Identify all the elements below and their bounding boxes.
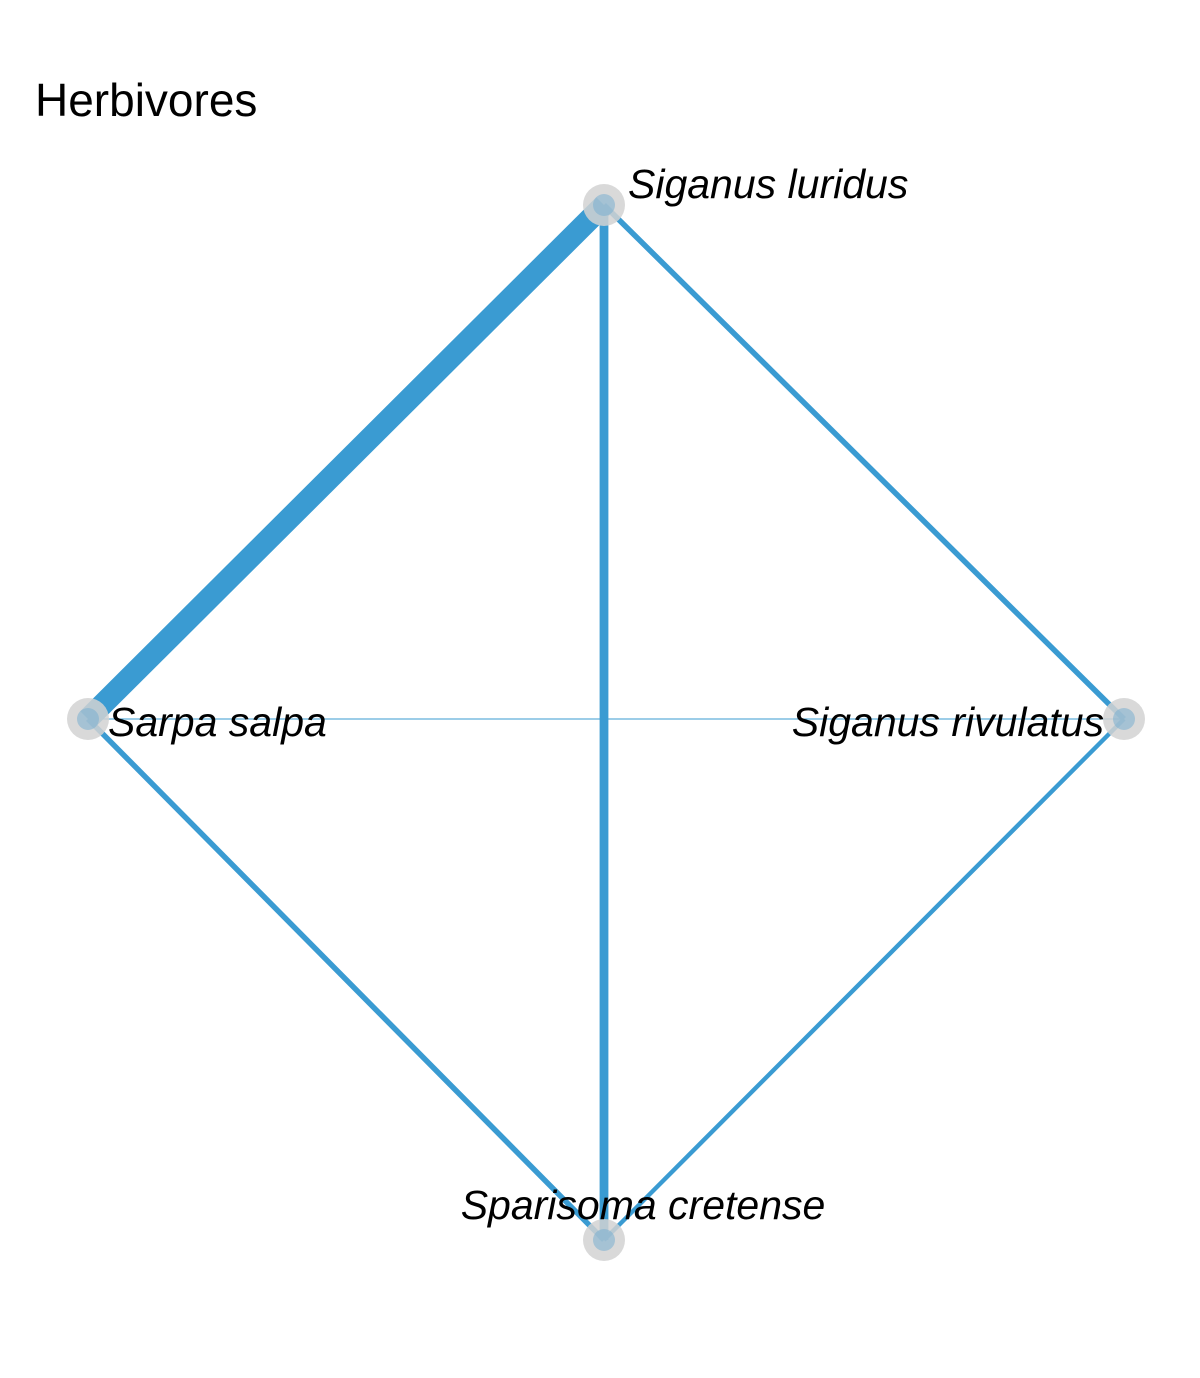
node-core-sarpa-salpa [77,708,99,730]
node-core-siganus-rivulatus [1113,708,1135,730]
edges-group [80,197,1126,1242]
nodes-group [67,184,1145,1261]
edge-siganus-luridus-siganus-rivulatus [602,203,1126,721]
labels-group: Siganus luridus Sarpa salpa Siganus rivula… [108,161,1104,1228]
node-label-siganus-luridus: Siganus luridus [628,161,908,207]
node-core-siganus-luridus [593,194,615,216]
edge-siganus-rivulatus-sparisoma-cretense [602,717,1126,1242]
edge-sarpa-salpa-sparisoma-cretense [86,717,606,1242]
diagram-title: Herbivores [35,74,257,126]
node-label-siganus-rivulatus: Siganus rivulatus [792,699,1104,745]
node-label-sarpa-salpa: Sarpa salpa [108,699,327,745]
node-label-sparisoma-cretense: Sparisoma cretense [461,1182,826,1228]
node-core-sparisoma-cretense [593,1229,615,1251]
edge-siganus-luridus-sarpa-salpa [80,197,612,727]
